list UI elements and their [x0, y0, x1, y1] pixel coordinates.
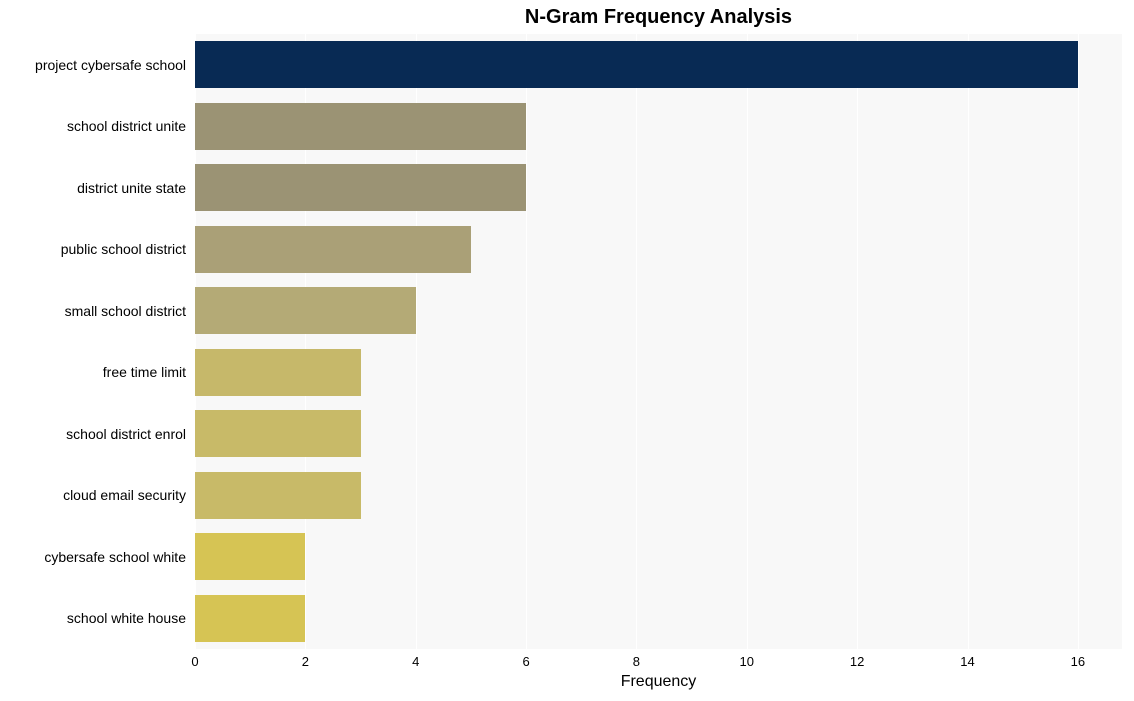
bar [195, 533, 305, 580]
bar [195, 226, 471, 273]
bar [195, 103, 526, 150]
x-tick-label: 2 [302, 654, 309, 669]
y-tick-label: public school district [61, 241, 186, 257]
x-tick-label: 8 [633, 654, 640, 669]
gridline [968, 34, 969, 649]
gridline [747, 34, 748, 649]
x-tick-label: 12 [850, 654, 864, 669]
plot-area [195, 34, 1122, 649]
x-tick-label: 16 [1071, 654, 1085, 669]
x-tick-label: 6 [522, 654, 529, 669]
bar [195, 595, 305, 642]
gridline [1078, 34, 1079, 649]
y-tick-label: school district unite [67, 118, 186, 134]
bar [195, 472, 361, 519]
ngram-frequency-chart: N-Gram Frequency Analysis Frequency proj… [0, 0, 1134, 701]
x-axis-label: Frequency [195, 673, 1122, 691]
gridline [636, 34, 637, 649]
bar [195, 287, 416, 334]
bar [195, 164, 526, 211]
gridline [526, 34, 527, 649]
y-tick-label: small school district [65, 303, 186, 319]
y-tick-label: district unite state [77, 180, 186, 196]
bar [195, 349, 361, 396]
x-tick-label: 0 [191, 654, 198, 669]
bar [195, 410, 361, 457]
bar [195, 41, 1078, 88]
x-tick-label: 10 [740, 654, 754, 669]
x-tick-label: 4 [412, 654, 419, 669]
y-tick-label: cloud email security [63, 487, 186, 503]
y-tick-label: school white house [67, 610, 186, 626]
gridline [857, 34, 858, 649]
chart-title: N-Gram Frequency Analysis [195, 6, 1122, 29]
y-tick-label: project cybersafe school [35, 57, 186, 73]
y-tick-label: school district enrol [66, 426, 186, 442]
y-tick-label: cybersafe school white [44, 549, 186, 565]
y-tick-label: free time limit [103, 364, 186, 380]
x-tick-label: 14 [960, 654, 974, 669]
